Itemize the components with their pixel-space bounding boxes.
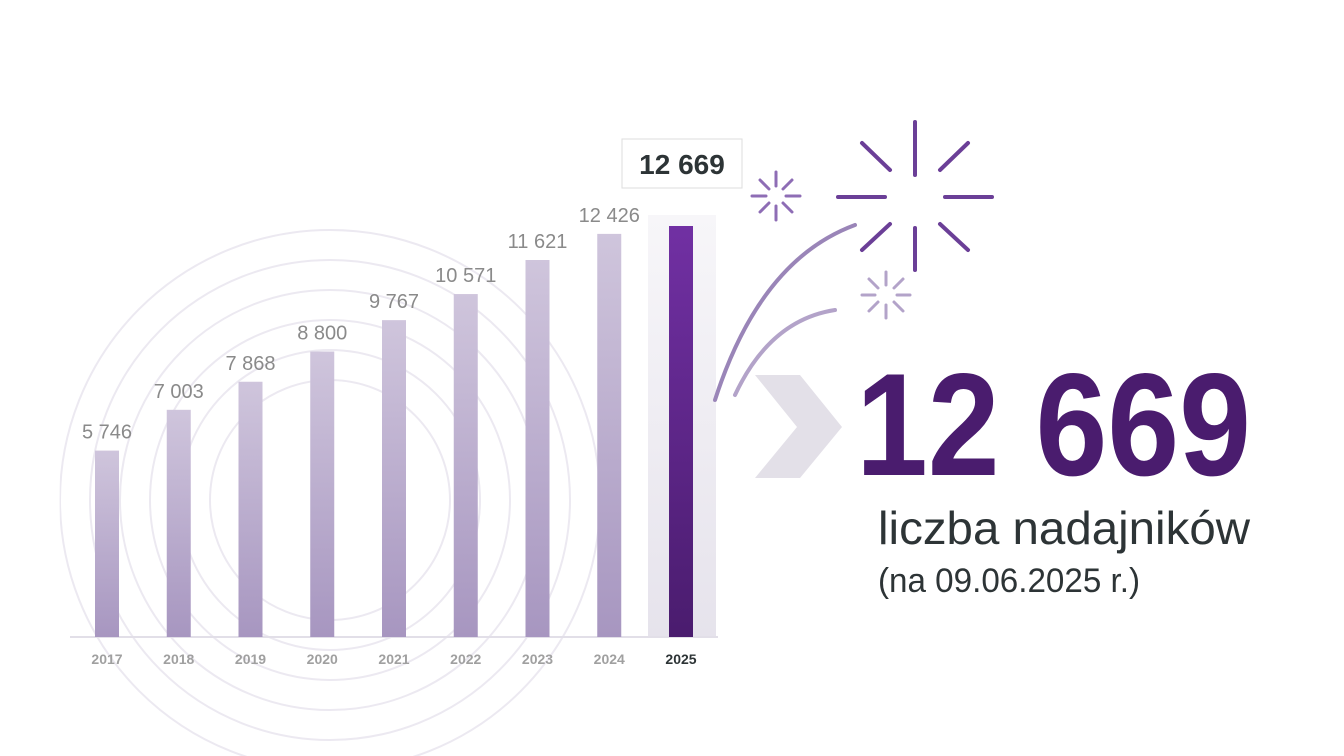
highlight-label: 12 669 <box>639 149 725 180</box>
fireworks <box>713 120 994 402</box>
x-tick-label: 2019 <box>235 651 266 667</box>
bar <box>597 233 622 638</box>
bar <box>382 320 406 637</box>
x-tick-label: 2018 <box>163 651 194 667</box>
bars: 5 746 2017 7 003 2018 7 868 2019 8 800 2020 9 76… <box>82 205 697 667</box>
x-tick-label: 2025 <box>665 651 696 667</box>
value-label: 12 426 <box>579 205 640 227</box>
value-label: 7 868 <box>225 353 275 375</box>
x-tick-label: 2023 <box>522 651 553 667</box>
value-label: 10 571 <box>435 265 496 287</box>
x-tick-label: 2021 <box>378 651 409 667</box>
value-label: 11 621 <box>508 231 568 253</box>
x-tick-label: 2017 <box>91 651 122 667</box>
subtitle: liczba nadajników <box>878 502 1251 554</box>
x-tick-label: 2020 <box>307 651 338 667</box>
value-label: 8 800 <box>297 323 347 345</box>
highlight-box <box>621 138 743 189</box>
value-label: 7 003 <box>154 381 204 403</box>
bar <box>95 450 119 637</box>
bar <box>166 409 191 637</box>
bar <box>525 259 550 637</box>
chevron <box>755 375 842 478</box>
value-label: 9 767 <box>369 291 419 313</box>
x-tick-label: 2022 <box>450 651 481 667</box>
bar <box>453 294 478 637</box>
bar <box>310 351 335 637</box>
note: (na 09.06.2025 r.) <box>878 562 1140 600</box>
bar <box>238 381 263 637</box>
headline-value: 12 669 <box>856 343 1251 506</box>
x-tick-label: 2024 <box>594 651 625 667</box>
bar <box>669 226 693 637</box>
value-label: 5 746 <box>82 422 132 444</box>
